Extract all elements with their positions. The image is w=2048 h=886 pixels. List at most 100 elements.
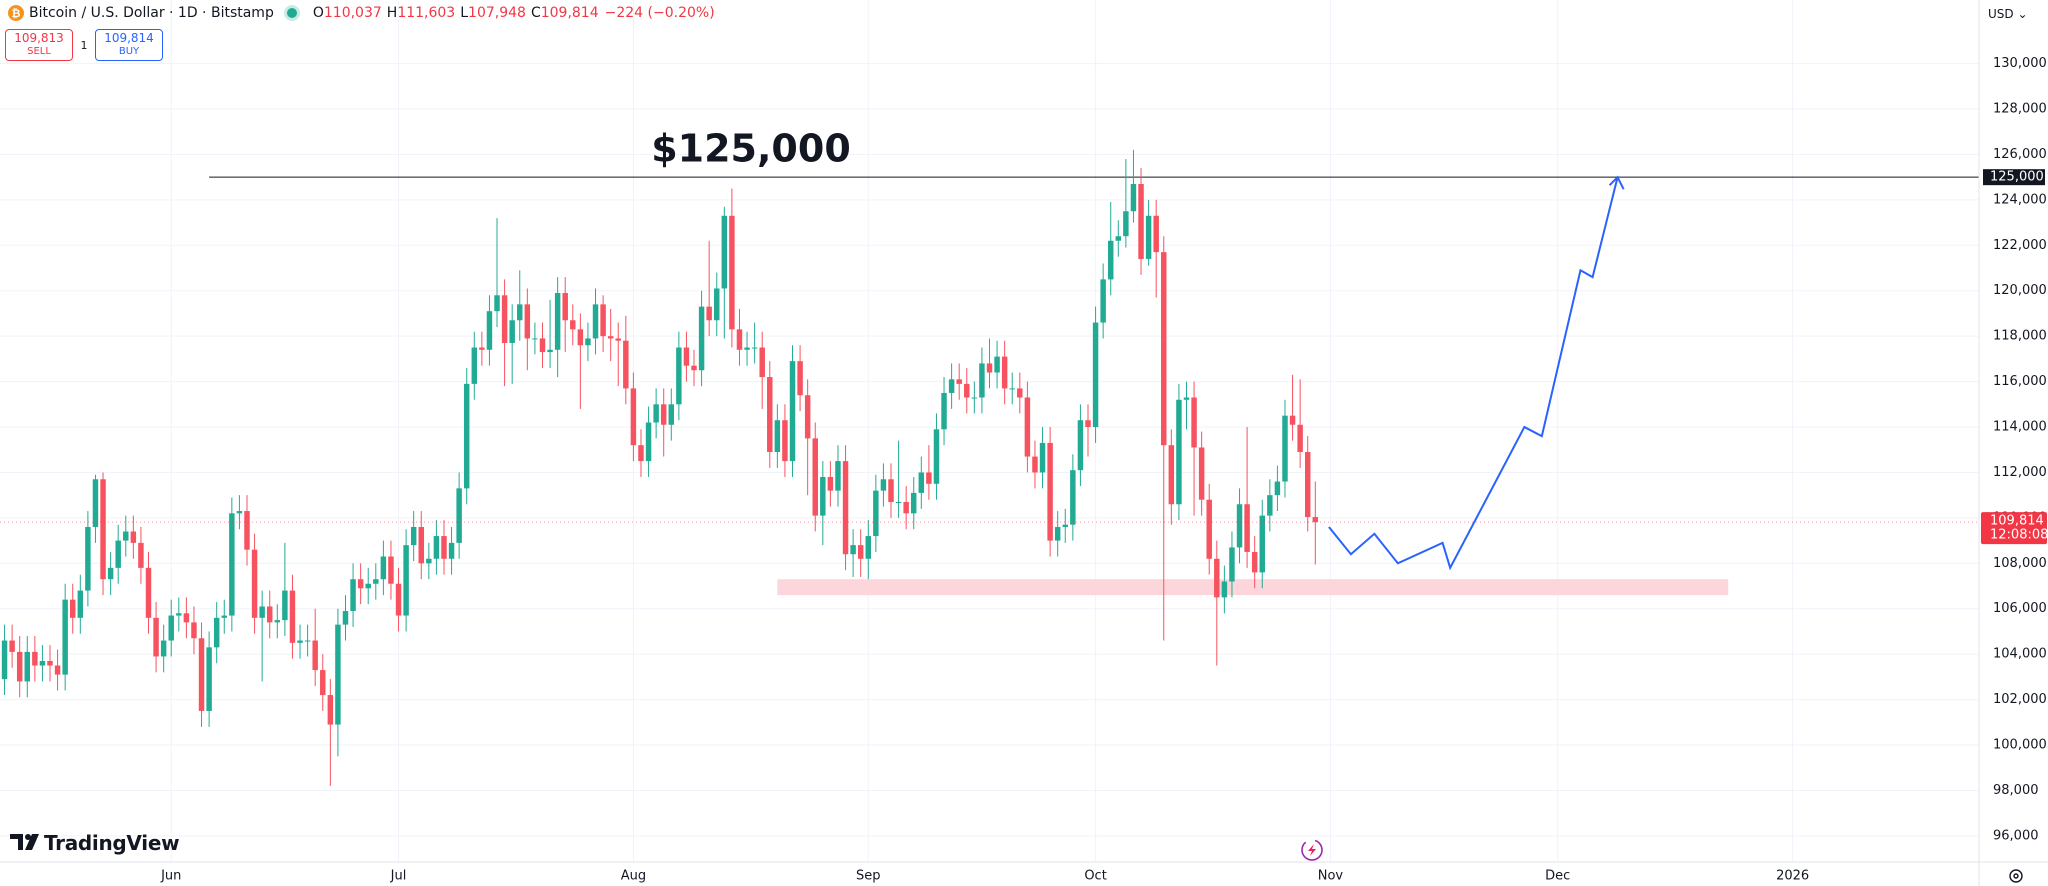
- settings-icon[interactable]: [2009, 869, 2023, 883]
- candle-body: [54, 665, 61, 675]
- candle-body: [62, 599, 68, 675]
- candle-body: [456, 488, 462, 543]
- candle-body: [524, 304, 531, 339]
- candle-body: [804, 395, 811, 439]
- sell-button[interactable]: 109,813 SELL: [5, 29, 73, 61]
- candle-body: [623, 340, 629, 389]
- candle-body: [479, 347, 485, 350]
- candle-body: [312, 640, 318, 671]
- x-tick-label: Oct: [1084, 869, 1106, 884]
- candle-body: [251, 549, 258, 618]
- candle-body: [911, 492, 917, 514]
- candle-body: [1100, 279, 1106, 323]
- candle-body: [259, 606, 265, 618]
- candle-body: [971, 397, 978, 399]
- ohlc-value: 111,603: [397, 5, 456, 21]
- candle-body: [509, 320, 515, 343]
- support-zone: [777, 579, 1729, 596]
- candle-body: [1077, 420, 1084, 471]
- x-tick-label: Jun: [160, 869, 181, 884]
- projection-line: [1328, 176, 1619, 571]
- currency-selector[interactable]: USD ⌄: [1988, 7, 2028, 21]
- candle-body: [842, 461, 849, 555]
- candle-body: [895, 501, 902, 503]
- candle-body: [32, 651, 38, 666]
- candle-body: [100, 479, 106, 580]
- candle-body: [373, 579, 379, 584]
- change: −224 (−0.20%): [604, 5, 715, 21]
- candle-body: [600, 304, 606, 337]
- candle-body: [607, 336, 614, 339]
- candle-body: [1214, 558, 1220, 598]
- candle-body: [539, 338, 546, 353]
- candle-body: [274, 620, 281, 623]
- candle-body: [1092, 322, 1099, 428]
- candle-body: [1274, 481, 1281, 496]
- candle-body: [1001, 356, 1008, 389]
- ohlc-value: 107,948: [468, 5, 526, 21]
- symbol-title[interactable]: Bitcoin / U.S. Dollar · 1D · Bitstamp: [29, 5, 274, 21]
- buy-button[interactable]: 109,814 BUY: [95, 29, 163, 61]
- bolt-icon[interactable]: [1301, 839, 1323, 861]
- candle-body: [16, 651, 23, 682]
- candle-body: [123, 531, 129, 541]
- candle-body: [24, 651, 31, 682]
- candle-body: [77, 590, 84, 618]
- candle-body: [615, 338, 621, 341]
- candle-body: [335, 624, 341, 725]
- candle-body: [1115, 236, 1122, 241]
- projection-arrowhead: [1608, 175, 1625, 190]
- candle-body: [994, 356, 1000, 373]
- x-tick-label: 2026: [1776, 869, 1809, 884]
- candle-body: [1047, 442, 1053, 541]
- candle-body: [145, 567, 152, 618]
- candle-body: [130, 531, 137, 543]
- candle-body: [206, 647, 212, 711]
- candle-body: [1221, 581, 1228, 598]
- candle-body: [266, 606, 273, 623]
- candle-body: [463, 383, 470, 489]
- candle-body: [759, 347, 765, 378]
- coin-icon: ₿: [8, 5, 24, 21]
- candle-body: [668, 404, 675, 425]
- ohlc-key: L: [460, 5, 469, 21]
- candle-body: [1145, 215, 1152, 259]
- y-tick-label: 116,000: [1993, 374, 2047, 389]
- ohlc-value: 109,814: [540, 5, 599, 21]
- candle-body: [979, 363, 985, 398]
- candle-body: [782, 420, 788, 462]
- candle-body: [1054, 526, 1061, 541]
- last-price-label: 109,814: [1990, 514, 2044, 529]
- candle-body: [1282, 415, 1288, 482]
- y-tick-label: 128,000: [1993, 102, 2047, 117]
- candle-body: [698, 306, 705, 371]
- candle-body: [388, 556, 394, 584]
- logo-dot: [25, 834, 31, 840]
- candle-body: [683, 347, 690, 366]
- candle-body: [1206, 499, 1212, 559]
- candle-body: [1085, 420, 1091, 428]
- candle-body: [1161, 252, 1167, 446]
- candle-body: [721, 215, 728, 289]
- y-tick-label: 112,000: [1993, 465, 2047, 480]
- candle-body: [168, 615, 174, 641]
- candle-body: [986, 363, 993, 373]
- candle-body: [191, 622, 197, 639]
- candle-body: [1032, 456, 1038, 473]
- candle-body: [1017, 388, 1023, 398]
- last-price-tag: [1981, 512, 2047, 545]
- candle-body: [289, 590, 296, 643]
- candle-body: [236, 511, 243, 514]
- sell-price: 109,813: [14, 31, 64, 45]
- bolt: [1308, 844, 1316, 856]
- candle-body: [562, 293, 568, 321]
- candle-body: [638, 445, 644, 462]
- candle-body: [926, 472, 932, 484]
- candle-body: [1176, 399, 1182, 505]
- candle-body: [342, 611, 349, 625]
- candle-body: [85, 526, 91, 591]
- candle-body: [1191, 397, 1197, 448]
- currency: USD: [1988, 7, 2014, 21]
- candle-body: [47, 660, 53, 666]
